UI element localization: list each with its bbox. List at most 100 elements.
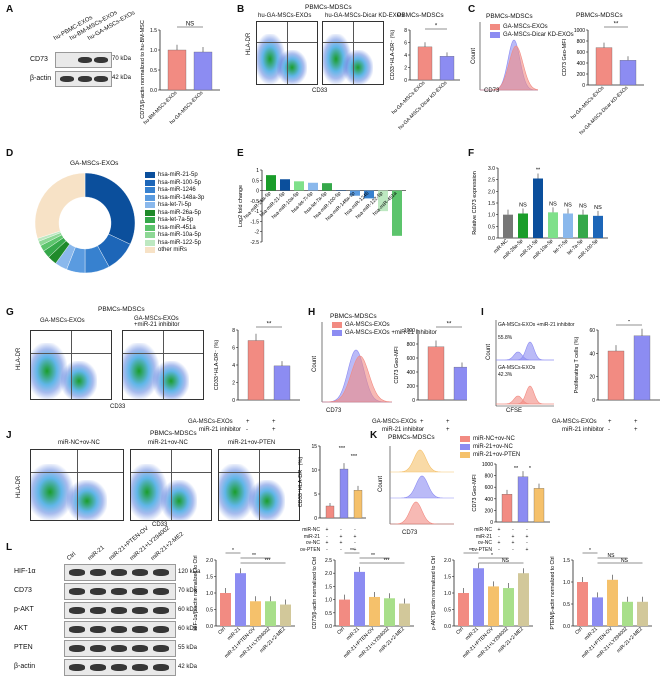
chart-l-ytick-label: 2.0 [444, 558, 451, 564]
chart-h-bar [453, 366, 467, 401]
chart-j-sign: + [325, 540, 329, 546]
hist-h-title: PBMCs-MDSCs [330, 313, 377, 320]
chart-c-ytick-label: 0 [582, 83, 585, 89]
chart-a-ytick-label: 1.0 [150, 48, 157, 54]
blot-l-band [90, 626, 106, 633]
chart-e-ytick-label: -2.5 [250, 240, 259, 246]
legend-label: hsa-miR-148a-3p [158, 194, 205, 201]
chart-i-ytick-label: 60 [589, 328, 595, 334]
blot-a-label-cd73: CD73 [30, 56, 48, 63]
hist-k-yaxis: Count [378, 475, 384, 492]
blot-l-protein-label: β-actin [14, 663, 36, 670]
legend-swatch [145, 247, 155, 253]
blot-l-strip [64, 659, 176, 676]
chart-h-ylabel: CD73 Geo-MFI [394, 346, 400, 384]
chart-i-ytick-label: 40 [589, 351, 595, 357]
donut-d-legend-item: hsa-let-7a-5p [145, 217, 204, 223]
panel-b-title: PBMCs-MDSCs [305, 4, 352, 11]
chart-l-ytick-label: 2.5 [325, 558, 332, 564]
chart-i-sign-1-1: + [608, 419, 612, 425]
flow-b-xaxis: CD33 [312, 88, 328, 94]
chart-j-ylabel: CD33⁺HLA-DR⁻ (%) [297, 457, 304, 508]
chart-k-sign: - [512, 527, 514, 533]
chart-g-bar [273, 365, 291, 401]
blot-l-band [90, 645, 106, 652]
chart-l-ytick-label: 2.0 [206, 558, 213, 564]
blot-l-band [132, 664, 148, 671]
panel-letter-j: J [6, 430, 12, 441]
chart-g-ylabel: CD33⁺HLA-DR⁻ (%) [213, 340, 220, 391]
chart-f-sig: ** [536, 168, 541, 174]
hist-h-legend-1: GA-MSCs-EXOs [332, 322, 390, 328]
hist-i-yaxis: Count [486, 343, 492, 360]
chart-c-bar [595, 47, 613, 86]
chart-a-ytick-label: 0.5 [150, 68, 157, 74]
chart-j-ytick-label: 15 [311, 444, 317, 450]
chart-c-ytick-label: 400 [577, 61, 586, 67]
chart-k-sign: - [512, 546, 514, 553]
chart-h: 0 200 400 600 800 1000 CD73 Geo-MFI ** [394, 322, 467, 404]
chart-l-ytick-label: 1.0 [444, 591, 451, 597]
flow-b-title-1: hu-GA-MSCs-EXOs [258, 13, 312, 19]
chart-f-bar [548, 212, 558, 238]
chart-g-row-1: GA-MSCs-EXOs [188, 419, 233, 425]
blot-l-band [111, 645, 127, 652]
chart-f-bar [518, 213, 528, 238]
donut-d-legend-item: hsa-miR-26a-5p [145, 209, 204, 216]
legend-swatch [145, 217, 155, 223]
chart-l-bar [577, 582, 588, 626]
chart-h-sig: ** [447, 322, 452, 328]
blot-l-kda: 70 kDa [178, 588, 198, 594]
chart-k-sign: + [525, 533, 529, 540]
chart-l-sig: ** [469, 548, 473, 554]
chart-j-bar [325, 505, 335, 519]
chart-g-ytick-label: 0 [232, 398, 235, 404]
chart-l-sig: *** [384, 558, 390, 564]
chart-a-sig: NS [186, 22, 194, 28]
donut-d-legend-item: hsa-miR-122-5p [145, 239, 204, 246]
chart-l-bar [518, 573, 529, 626]
chart-j-ytick-label: 5 [314, 492, 317, 498]
hist-c-legend-2: GA-MSCs-Dicar KD-EXOs [490, 32, 574, 38]
chart-e-bar [280, 179, 290, 191]
chart-l-ytick-label: 1.0 [325, 598, 332, 604]
blot-l-band [69, 645, 85, 652]
chart-a-ylabel: CD73/β-actin normalized to hu-BM-MSCs-EX… [140, 20, 146, 119]
chart-k-row: ov-NC + + - [470, 540, 534, 547]
blot-l-band [153, 626, 169, 633]
chart-j-sign: - [340, 546, 342, 553]
chart-f-sig: NS [594, 205, 602, 211]
legend-swatch [145, 172, 155, 178]
chart-k-rows: miR-NC + - - miR-21- + + ov-NC + + - ov-PTEN - - + [470, 527, 534, 553]
panel-letter-k: K [370, 430, 378, 441]
chart-e-bar [266, 175, 276, 191]
chart-j-sign: - [340, 527, 342, 533]
blot-l-band [153, 569, 169, 576]
chart-g-ytick-label: 4 [232, 363, 235, 369]
donut-d-title: GA-MSCs-EXOs [70, 160, 119, 167]
chart-j-sign: - [326, 533, 328, 540]
chart-l-xtick-label: Ctrl [455, 626, 465, 636]
chart-l-bar [280, 604, 291, 626]
chart-l-bar [384, 598, 395, 626]
chart-j-row-label: ov-NC [305, 540, 320, 546]
chart-k-ytick-label: 800 [485, 474, 494, 480]
blot-l-band [111, 569, 127, 576]
chart-f-ytick-label: 1.0 [488, 213, 495, 219]
chart-l-sig: *** [265, 558, 271, 564]
hist-h-legend-2: GA-MSCs-EXOs +miR-21 inhibitor [332, 330, 437, 336]
chart-c-ytick-label: 600 [577, 50, 586, 56]
chart-h-bar [427, 346, 445, 401]
chart-f-ytick-label: 2.0 [488, 189, 495, 195]
chart-k-row: ov-PTEN - - + [470, 547, 534, 554]
chart-k-row-label: miR-21 [475, 533, 492, 540]
chart-f-bar [503, 214, 513, 238]
blot-l-band [132, 626, 148, 633]
blot-l-protein-label: PTEN [14, 644, 33, 651]
chart-k-ytick-label: 0 [490, 520, 493, 526]
chart-c-xtick-label: hu-GA-MSCs-Dicar KD-EXOs [578, 85, 629, 136]
chart-h-sign-1-1: + [420, 419, 424, 425]
chart-b-title: PBMCs-MDSCs [397, 12, 444, 19]
blot-l-band [111, 607, 127, 614]
